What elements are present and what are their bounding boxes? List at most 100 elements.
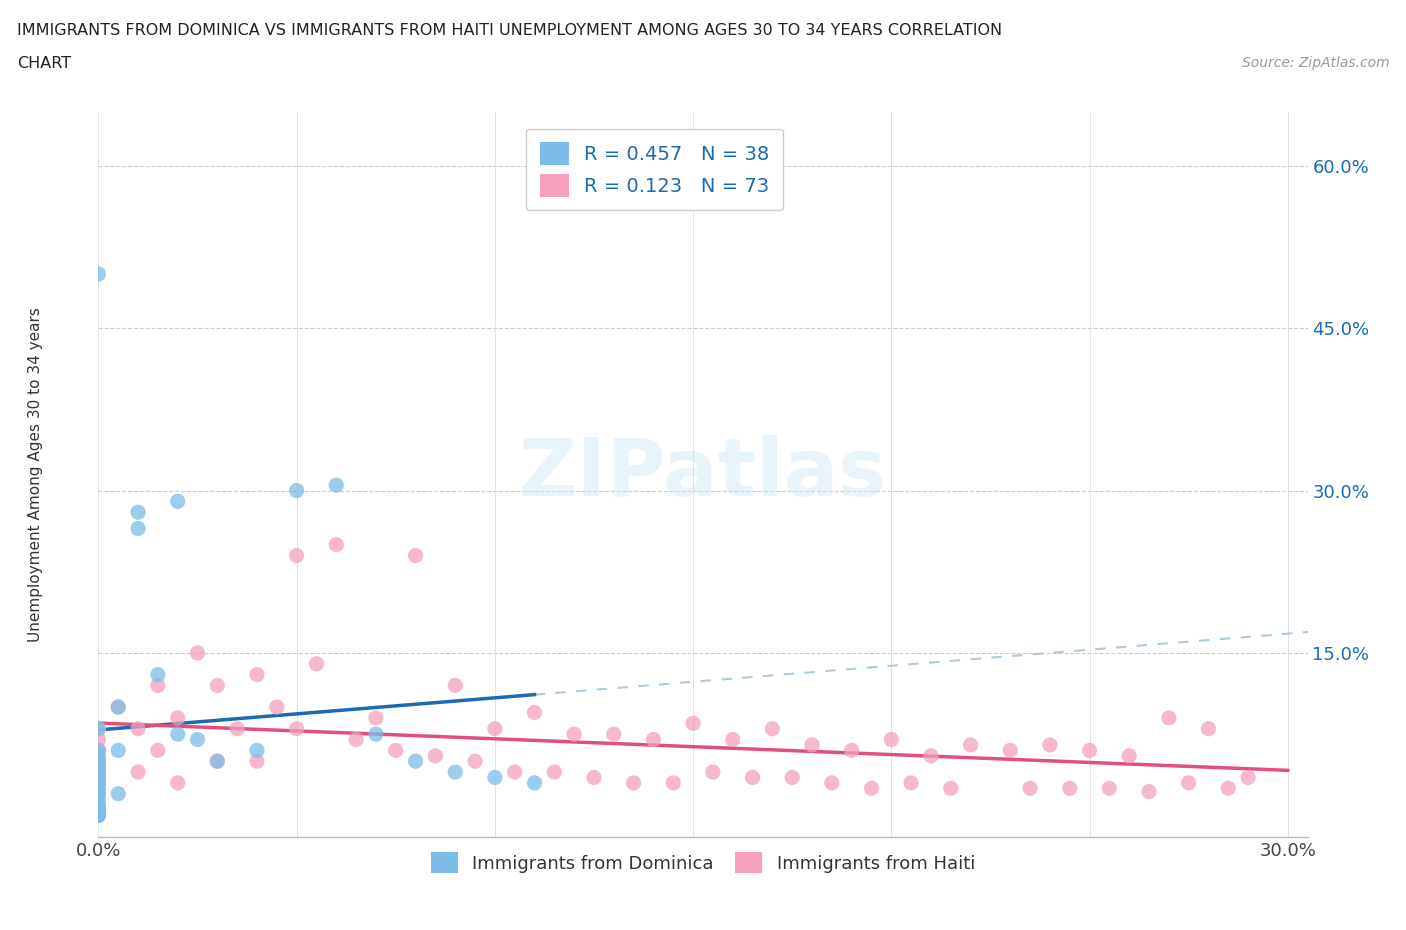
Point bbox=[741, 770, 763, 785]
Point bbox=[662, 776, 685, 790]
Text: ZIPatlas: ZIPatlas bbox=[519, 435, 887, 513]
Point bbox=[562, 726, 585, 741]
Point bbox=[87, 722, 110, 737]
Point bbox=[1118, 749, 1140, 764]
Point bbox=[87, 786, 110, 801]
Point bbox=[1198, 722, 1220, 737]
Point bbox=[364, 726, 387, 741]
Point bbox=[325, 538, 347, 552]
Point bbox=[207, 678, 229, 693]
Point bbox=[1039, 737, 1062, 752]
Point bbox=[127, 722, 149, 737]
Point bbox=[860, 781, 883, 796]
Point bbox=[484, 722, 506, 737]
Point bbox=[87, 754, 110, 769]
Point bbox=[87, 754, 110, 769]
Point bbox=[841, 743, 863, 758]
Point bbox=[87, 770, 110, 785]
Point bbox=[285, 483, 308, 498]
Point bbox=[384, 743, 406, 758]
Point bbox=[405, 754, 427, 769]
Point bbox=[107, 743, 129, 758]
Point bbox=[87, 764, 110, 779]
Point bbox=[87, 781, 110, 796]
Point bbox=[801, 737, 824, 752]
Point bbox=[87, 803, 110, 817]
Point bbox=[107, 699, 129, 714]
Point bbox=[1137, 784, 1160, 799]
Point bbox=[246, 743, 269, 758]
Point bbox=[702, 764, 724, 779]
Point bbox=[87, 759, 110, 774]
Point bbox=[127, 764, 149, 779]
Point bbox=[87, 732, 110, 747]
Point bbox=[920, 749, 942, 764]
Point bbox=[87, 749, 110, 764]
Point bbox=[186, 732, 208, 747]
Point bbox=[87, 781, 110, 796]
Point bbox=[364, 711, 387, 725]
Point bbox=[87, 722, 110, 737]
Point bbox=[107, 786, 129, 801]
Point bbox=[344, 732, 367, 747]
Legend: Immigrants from Dominica, Immigrants from Haiti: Immigrants from Dominica, Immigrants fro… bbox=[422, 844, 984, 883]
Point bbox=[444, 764, 467, 779]
Point bbox=[87, 759, 110, 774]
Point bbox=[643, 732, 665, 747]
Point bbox=[87, 770, 110, 785]
Point bbox=[207, 754, 229, 769]
Point bbox=[266, 699, 288, 714]
Point bbox=[285, 548, 308, 563]
Point bbox=[1237, 770, 1260, 785]
Point bbox=[523, 705, 546, 720]
Point bbox=[246, 754, 269, 769]
Point bbox=[246, 667, 269, 682]
Point bbox=[405, 548, 427, 563]
Point bbox=[87, 776, 110, 790]
Point bbox=[87, 786, 110, 801]
Point bbox=[146, 667, 169, 682]
Point bbox=[721, 732, 744, 747]
Point bbox=[484, 770, 506, 785]
Point bbox=[166, 726, 188, 741]
Point bbox=[285, 722, 308, 737]
Point bbox=[87, 797, 110, 812]
Point bbox=[305, 657, 328, 671]
Point bbox=[1000, 743, 1022, 758]
Point bbox=[623, 776, 645, 790]
Point bbox=[87, 267, 110, 282]
Point bbox=[682, 716, 704, 731]
Point bbox=[87, 805, 110, 820]
Point bbox=[146, 743, 169, 758]
Point bbox=[503, 764, 526, 779]
Point bbox=[523, 776, 546, 790]
Point bbox=[543, 764, 565, 779]
Point bbox=[1177, 776, 1199, 790]
Point bbox=[87, 808, 110, 823]
Point bbox=[127, 521, 149, 536]
Point bbox=[87, 791, 110, 806]
Point bbox=[87, 804, 110, 819]
Point bbox=[959, 737, 981, 752]
Text: IMMIGRANTS FROM DOMINICA VS IMMIGRANTS FROM HAITI UNEMPLOYMENT AMONG AGES 30 TO : IMMIGRANTS FROM DOMINICA VS IMMIGRANTS F… bbox=[17, 23, 1002, 38]
Point bbox=[186, 645, 208, 660]
Point bbox=[761, 722, 783, 737]
Point bbox=[107, 699, 129, 714]
Point bbox=[900, 776, 922, 790]
Text: CHART: CHART bbox=[17, 56, 70, 71]
Point bbox=[226, 722, 249, 737]
Text: Source: ZipAtlas.com: Source: ZipAtlas.com bbox=[1241, 56, 1389, 70]
Point bbox=[146, 678, 169, 693]
Point bbox=[207, 754, 229, 769]
Point bbox=[1157, 711, 1180, 725]
Point bbox=[444, 678, 467, 693]
Y-axis label: Unemployment Among Ages 30 to 34 years: Unemployment Among Ages 30 to 34 years bbox=[28, 307, 42, 642]
Point bbox=[166, 494, 188, 509]
Point bbox=[939, 781, 962, 796]
Point bbox=[166, 711, 188, 725]
Point bbox=[464, 754, 486, 769]
Point bbox=[603, 726, 626, 741]
Point bbox=[166, 776, 188, 790]
Point bbox=[1218, 781, 1240, 796]
Point bbox=[87, 776, 110, 790]
